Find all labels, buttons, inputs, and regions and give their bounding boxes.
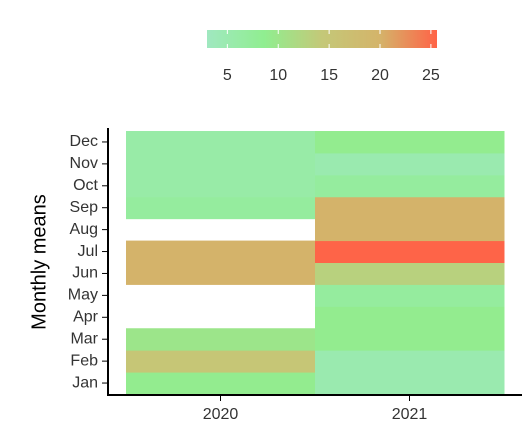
heat-cell <box>315 350 505 373</box>
colorbar-tick-label: 20 <box>371 67 389 84</box>
x-tick-label: 2020 <box>203 406 239 423</box>
heat-cell <box>315 328 505 351</box>
y-tick-label: May <box>68 287 98 304</box>
heat-cell <box>126 240 316 263</box>
colorbar-tick-label: 25 <box>422 67 440 84</box>
heat-cell <box>315 306 505 329</box>
y-tick-label: Feb <box>70 352 98 369</box>
x-tick-label: 2021 <box>392 406 428 423</box>
y-axis-label: Monthly means <box>28 194 50 330</box>
colorbar <box>207 30 437 48</box>
heat-cell <box>315 240 505 263</box>
heat-cell <box>315 284 505 307</box>
heat-cell <box>126 328 316 351</box>
heat-cell <box>126 196 316 220</box>
heat-cell <box>315 218 505 242</box>
heat-cell <box>126 152 316 176</box>
heat-cell <box>315 152 505 176</box>
y-tick-label: Jun <box>72 265 98 282</box>
y-tick-label: Jan <box>72 374 98 391</box>
heat-cell <box>315 262 505 285</box>
heat-cell <box>126 372 316 395</box>
heat-cell <box>126 131 316 154</box>
heat-cell <box>315 174 505 198</box>
colorbar-tick-label: 15 <box>320 67 338 84</box>
colorbar-tick-label: 5 <box>223 67 232 84</box>
heat-cell <box>126 262 316 285</box>
y-tick-label: Mar <box>70 330 98 347</box>
y-tick-label: Apr <box>73 309 99 326</box>
y-tick-label: Aug <box>70 221 98 238</box>
y-tick-label: Sep <box>70 199 99 216</box>
heat-cell <box>126 174 316 198</box>
heat-cell <box>315 131 505 154</box>
heat-cell <box>315 196 505 220</box>
y-tick-label: Nov <box>70 155 98 172</box>
y-tick-label: Oct <box>73 177 98 194</box>
y-tick-label: Jul <box>78 243 98 260</box>
heat-cell <box>126 350 316 373</box>
heat-cell <box>315 372 505 395</box>
y-tick-label: Dec <box>70 133 98 150</box>
colorbar-tick-label: 10 <box>269 67 287 84</box>
